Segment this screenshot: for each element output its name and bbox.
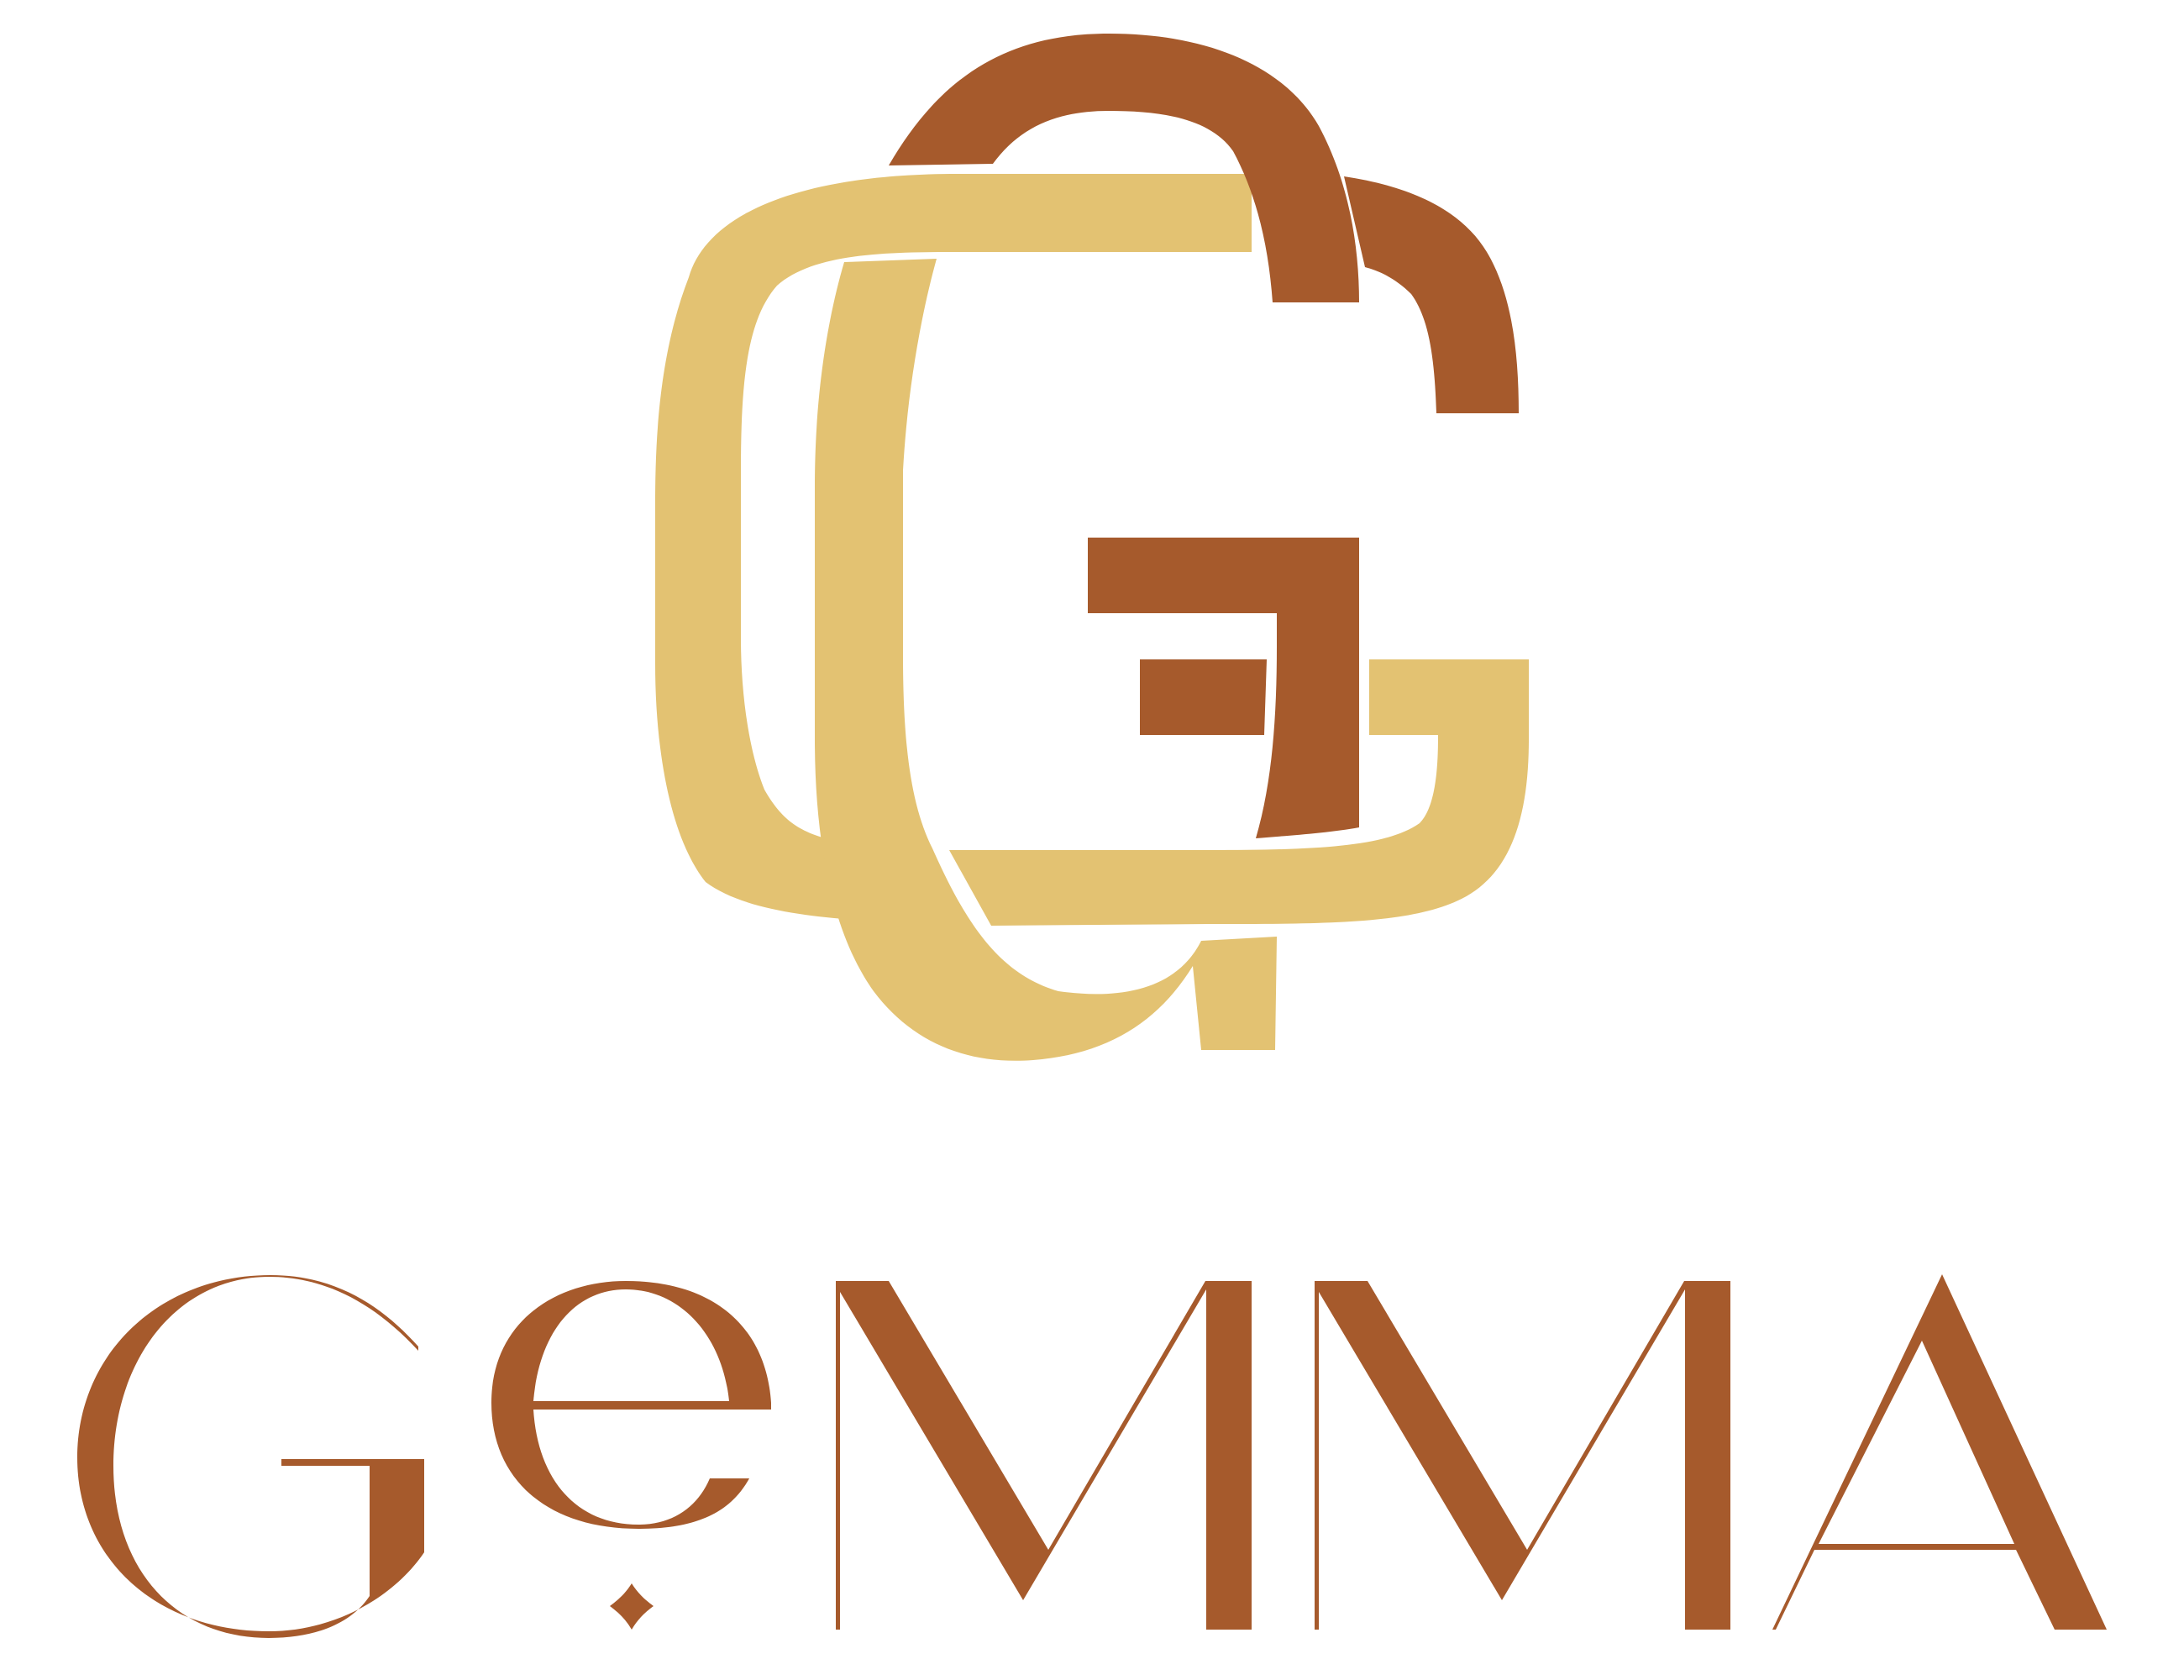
- wordmark-letter-a: [1772, 1274, 2107, 1630]
- monogram-gold-left-arc: [655, 174, 1252, 920]
- monogram-copper-crossbar: [1088, 538, 1359, 838]
- monogram-copper-right-shoulder: [1344, 176, 1519, 413]
- wordmark-letter-m2: [1315, 1281, 1730, 1630]
- wordmark-icon: [77, 1274, 2107, 1638]
- monogram-gold-inner-band: [815, 259, 1277, 1061]
- wordmark-letter-g: [77, 1275, 424, 1638]
- monogram-icon: [655, 34, 1529, 1061]
- wordmark-letter-m1: [836, 1281, 1252, 1630]
- monogram-copper-notch: [1140, 659, 1267, 735]
- monogram-gold-g-bar: [949, 659, 1529, 926]
- wordmark-letter-e: [491, 1281, 771, 1529]
- wordmark-diamond-icon: [610, 1583, 654, 1630]
- monogram-copper-top-arch: [889, 34, 1359, 302]
